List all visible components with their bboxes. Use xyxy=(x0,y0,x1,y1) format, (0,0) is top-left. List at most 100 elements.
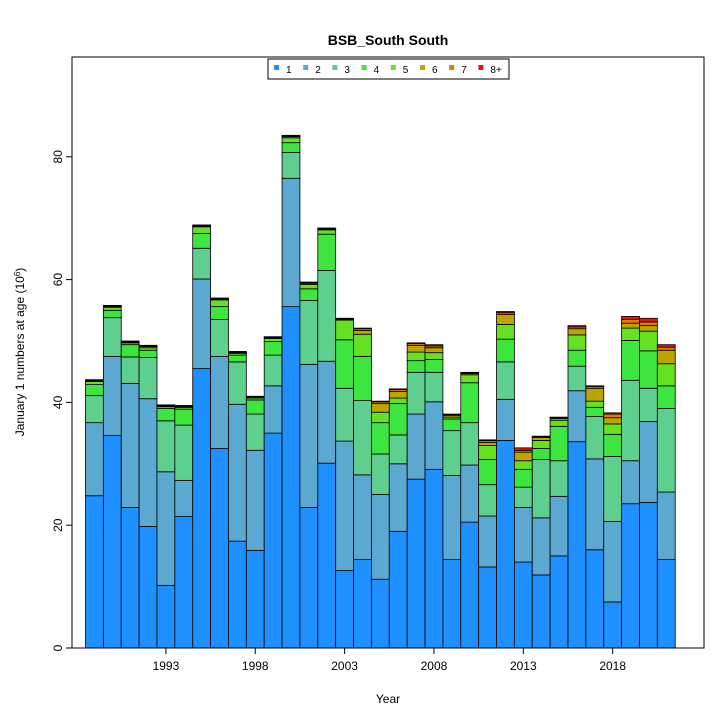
bar-segment-2000-age-1 xyxy=(281,306,301,649)
bar-segment-2015-age-8+ xyxy=(549,416,569,419)
bar-segment-2016-age-2 xyxy=(567,390,587,443)
bar-segment-2005-age-1 xyxy=(371,578,390,649)
bar-segment-2013-age-4 xyxy=(513,468,533,488)
bar-segment-2007-age-4 xyxy=(406,360,426,373)
bar-segment-1990-age-8+ xyxy=(102,304,122,307)
bar-segment-2016-age-3 xyxy=(567,365,587,392)
bar-segment-2005-age-6 xyxy=(371,403,390,413)
bar-segment-2006-age-4 xyxy=(388,403,408,436)
bar-segment-1993-age-3 xyxy=(156,420,176,473)
chart-title: BSB_South South xyxy=(328,32,449,48)
legend-swatch-age-7 xyxy=(449,65,455,70)
bar-segment-1989-age-1 xyxy=(85,495,104,649)
bar-segment-2008-age-8+ xyxy=(424,344,444,347)
bar-segment-1989-age-8+ xyxy=(85,379,104,381)
bar-segment-2013-age-1 xyxy=(513,561,533,649)
bar-segment-2014-age-5 xyxy=(531,440,551,449)
legend-label-age-2: 2 xyxy=(315,65,321,76)
bar-segment-2012-age-4 xyxy=(496,338,515,363)
bar-segment-2021-age-3 xyxy=(656,408,676,493)
bar-segment-1999-age-4 xyxy=(263,341,283,356)
legend-swatch-age-6 xyxy=(420,65,425,70)
bar-segment-2016-age-8+ xyxy=(567,325,587,328)
bar-segment-1991-age-1 xyxy=(120,506,140,649)
bar-segment-2004-age-6 xyxy=(353,330,372,335)
bar-segment-2017-age-3 xyxy=(585,416,605,460)
bar-segment-2012-age-1 xyxy=(496,440,515,649)
bar-segment-1997-age-3 xyxy=(228,361,247,405)
y-tick-label: 0 xyxy=(51,644,65,651)
bar-segment-2018-age-7 xyxy=(603,413,622,419)
bar-segment-2010-age-3 xyxy=(460,422,480,466)
y-tick-label: 40 xyxy=(51,395,65,409)
plot-frame xyxy=(71,56,705,649)
bar-segment-2002-age-3 xyxy=(317,269,337,362)
bar-segment-1995-age-2 xyxy=(192,278,211,370)
bar-segment-1999-age-3 xyxy=(263,354,283,387)
bar-segment-2010-age-8+ xyxy=(460,371,480,374)
bar-segment-2013-age-6 xyxy=(513,451,533,462)
bar-segment-2021-age-8+ xyxy=(656,344,676,348)
bar-segment-2015-age-4 xyxy=(549,425,569,462)
bar-segment-1998-age-3 xyxy=(245,413,265,451)
bar-segment-1996-age-5 xyxy=(210,299,229,308)
bar-segment-1993-age-1 xyxy=(156,584,176,649)
bar-segment-1992-age-4 xyxy=(138,349,158,358)
y-axis-label-suffix: ) xyxy=(13,268,27,272)
bar-segment-2020-age-1 xyxy=(639,502,658,649)
bar-segment-2006-age-6 xyxy=(388,390,408,399)
bar-segment-2019-age-3 xyxy=(621,379,640,462)
bar-segment-2007-age-2 xyxy=(406,413,426,480)
bar-segment-1998-age-2 xyxy=(245,449,265,551)
bar-segment-2000-age-8+ xyxy=(281,134,301,137)
bar-segment-2000-age-2 xyxy=(281,177,301,308)
bar-segment-2015-age-5 xyxy=(549,419,569,427)
bar-segment-2019-age-8+ xyxy=(621,316,640,320)
bar-segment-2018-age-8+ xyxy=(603,412,622,415)
bar-segment-1995-age-1 xyxy=(192,368,211,649)
bar-segment-2002-age-5 xyxy=(317,229,337,235)
bar-segment-2017-age-2 xyxy=(585,458,605,551)
bar-segment-1994-age-4 xyxy=(174,408,194,426)
bar-segment-2019-age-7 xyxy=(621,319,640,324)
y-axis-label-prefix: January 1 numbers at age (10 xyxy=(13,276,27,436)
bar-segment-1998-age-4 xyxy=(245,399,265,415)
bar-segment-2019-age-6 xyxy=(621,322,640,329)
bar-segment-2004-age-8+ xyxy=(353,327,372,330)
bar-segment-2021-age-7 xyxy=(656,346,676,351)
x-tick-label: 1993 xyxy=(153,659,180,673)
bar-segment-2010-age-2 xyxy=(460,464,480,523)
bar-segment-1997-age-2 xyxy=(228,403,247,542)
bar-segment-1995-age-3 xyxy=(192,247,211,280)
bar-segment-2006-age-2 xyxy=(388,463,408,532)
bar-segment-2007-age-1 xyxy=(406,478,426,649)
bar-segment-2018-age-5 xyxy=(603,423,622,435)
legend: 1 2 3 4 5 6 7 8+ xyxy=(267,58,510,80)
bar-segment-1989-age-3 xyxy=(85,395,104,424)
bar-segment-2012-age-5 xyxy=(496,324,515,340)
bar-segment-1993-age-8+ xyxy=(156,404,176,406)
bar-segment-1990-age-1 xyxy=(102,435,122,649)
bar-segment-2005-age-5 xyxy=(371,411,390,424)
bar-segment-2003-age-3 xyxy=(335,387,354,442)
bar-segment-2009-age-3 xyxy=(442,430,462,476)
bar-segment-2011-age-5 xyxy=(478,444,497,460)
bar-segment-1999-age-5 xyxy=(263,338,283,343)
bar-segment-2003-age-8+ xyxy=(335,317,354,320)
x-axis-label: Year xyxy=(376,692,400,706)
legend-label-age-8+: 8+ xyxy=(490,65,502,76)
bar-segment-2011-age-2 xyxy=(478,515,497,568)
bar-segment-2020-age-5 xyxy=(639,330,658,352)
bar-segment-2003-age-4 xyxy=(335,339,354,389)
bar-segment-2021-age-5 xyxy=(656,363,676,387)
legend-label-age-1: 1 xyxy=(286,65,292,76)
bar-segment-2011-age-3 xyxy=(478,484,497,517)
bar-segment-2017-age-6 xyxy=(585,387,605,402)
bar-segment-1991-age-8+ xyxy=(120,340,140,343)
bar-segment-1999-age-8+ xyxy=(263,336,283,338)
bar-segment-1990-age-3 xyxy=(102,317,122,357)
bar-segment-1995-age-8+ xyxy=(192,224,211,226)
bar-segment-2011-age-6 xyxy=(478,441,497,446)
bar-segment-2017-age-4 xyxy=(585,406,605,417)
